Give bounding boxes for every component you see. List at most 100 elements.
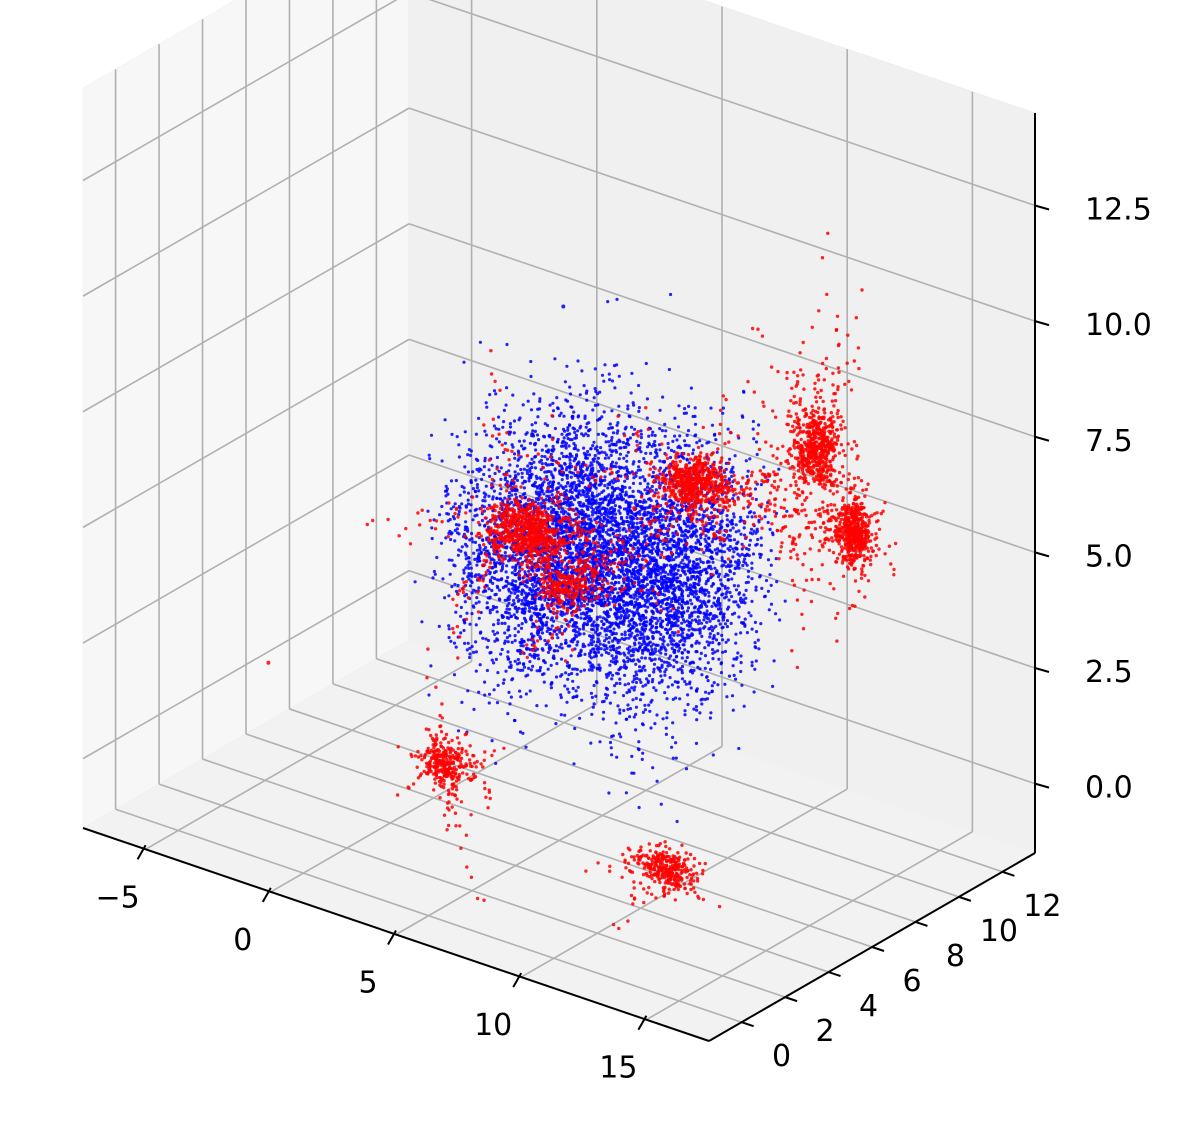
data-point-blue bbox=[507, 589, 511, 593]
data-point-blue bbox=[508, 463, 512, 467]
data-point-blue bbox=[596, 456, 601, 460]
data-point-blue bbox=[715, 615, 719, 619]
data-point-blue bbox=[427, 453, 431, 457]
data-point-blue bbox=[680, 671, 684, 675]
data-point-blue bbox=[478, 340, 482, 344]
data-point-blue bbox=[559, 695, 563, 700]
data-point-blue bbox=[566, 436, 570, 441]
data-point-blue bbox=[517, 606, 521, 610]
data-point-blue bbox=[592, 396, 596, 400]
data-point-blue bbox=[687, 461, 692, 465]
data-point-blue bbox=[577, 479, 581, 483]
data-point-blue bbox=[666, 664, 670, 668]
data-point-blue bbox=[574, 433, 579, 437]
data-point-blue bbox=[731, 555, 735, 559]
data-point-blue bbox=[614, 632, 618, 636]
data-point-blue bbox=[768, 573, 772, 577]
data-point-blue bbox=[610, 379, 615, 383]
data-point-blue bbox=[562, 436, 566, 440]
data-point-blue bbox=[457, 509, 461, 514]
data-point-blue bbox=[752, 511, 756, 515]
data-point-blue bbox=[627, 526, 632, 530]
data-point-blue bbox=[471, 518, 475, 522]
data-point-blue bbox=[609, 453, 613, 457]
data-point-blue bbox=[429, 664, 433, 668]
data-point-blue bbox=[462, 571, 466, 575]
data-point-blue bbox=[475, 483, 479, 487]
data-point-blue bbox=[513, 591, 517, 596]
data-point-blue bbox=[709, 625, 714, 629]
data-point-blue bbox=[601, 432, 605, 436]
data-point-blue bbox=[708, 619, 712, 623]
data-point-blue bbox=[568, 458, 572, 462]
data-point-blue bbox=[615, 431, 619, 435]
data-point-blue bbox=[664, 617, 669, 622]
data-point-blue bbox=[602, 379, 606, 383]
data-point-blue bbox=[510, 678, 514, 682]
data-point-blue bbox=[500, 621, 504, 626]
data-point-blue bbox=[632, 715, 636, 719]
data-point-blue bbox=[505, 607, 509, 611]
data-point-blue bbox=[666, 446, 671, 450]
data-point-blue bbox=[530, 423, 534, 427]
data-point-blue bbox=[715, 450, 719, 454]
data-point-blue bbox=[759, 483, 764, 487]
data-point-blue bbox=[632, 460, 636, 464]
data-point-blue bbox=[754, 659, 758, 663]
data-point-blue bbox=[651, 766, 655, 770]
data-point-blue bbox=[643, 668, 647, 672]
data-point-blue bbox=[537, 438, 541, 442]
data-point-blue bbox=[564, 446, 568, 450]
data-point-blue bbox=[484, 493, 488, 497]
data-point-blue bbox=[520, 607, 524, 612]
data-point-blue bbox=[586, 507, 590, 512]
data-point-blue bbox=[740, 683, 744, 687]
data-point-blue bbox=[652, 686, 656, 690]
data-point-blue bbox=[643, 479, 647, 483]
data-point-blue bbox=[669, 448, 674, 452]
data-point-blue bbox=[659, 802, 663, 806]
data-point-blue bbox=[587, 643, 591, 647]
data-point-blue bbox=[440, 504, 444, 509]
data-point-blue bbox=[471, 470, 475, 474]
data-point-blue bbox=[634, 680, 639, 685]
data-point-blue bbox=[498, 598, 502, 602]
data-point-blue bbox=[577, 627, 582, 631]
data-point-blue bbox=[646, 547, 650, 551]
data-point-blue bbox=[505, 386, 509, 390]
data-point-blue bbox=[514, 492, 518, 496]
data-point-blue bbox=[613, 690, 617, 695]
data-point-blue bbox=[769, 583, 773, 588]
data-point-blue bbox=[560, 478, 564, 482]
data-point-blue bbox=[650, 484, 654, 489]
data-point-blue bbox=[594, 389, 598, 394]
data-point-blue bbox=[502, 450, 506, 455]
data-point-blue bbox=[685, 633, 689, 637]
data-point-blue bbox=[440, 459, 444, 463]
data-point-blue bbox=[715, 571, 719, 575]
data-point-blue bbox=[619, 550, 623, 554]
data-point-blue bbox=[578, 608, 582, 612]
data-point-blue bbox=[560, 673, 564, 677]
data-point-blue bbox=[507, 469, 511, 473]
data-point-blue bbox=[534, 421, 538, 425]
data-point-blue bbox=[449, 479, 454, 483]
data-point-blue bbox=[647, 674, 652, 678]
data-point-blue bbox=[635, 517, 639, 521]
data-point-blue bbox=[503, 639, 507, 643]
data-point-blue bbox=[630, 579, 634, 583]
data-point-blue bbox=[660, 429, 665, 433]
data-point-blue bbox=[470, 591, 474, 595]
data-point-blue bbox=[769, 563, 773, 567]
data-point-blue bbox=[543, 455, 547, 459]
data-point-blue bbox=[671, 735, 675, 740]
data-point-blue bbox=[447, 624, 451, 628]
data-point-blue bbox=[503, 496, 507, 500]
data-point-blue bbox=[623, 683, 627, 687]
data-point-blue bbox=[620, 632, 624, 637]
data-point-blue bbox=[572, 559, 576, 563]
data-point-blue bbox=[752, 690, 756, 694]
data-point-blue bbox=[505, 564, 509, 568]
data-point-blue bbox=[641, 684, 645, 688]
data-point-blue bbox=[642, 639, 646, 643]
